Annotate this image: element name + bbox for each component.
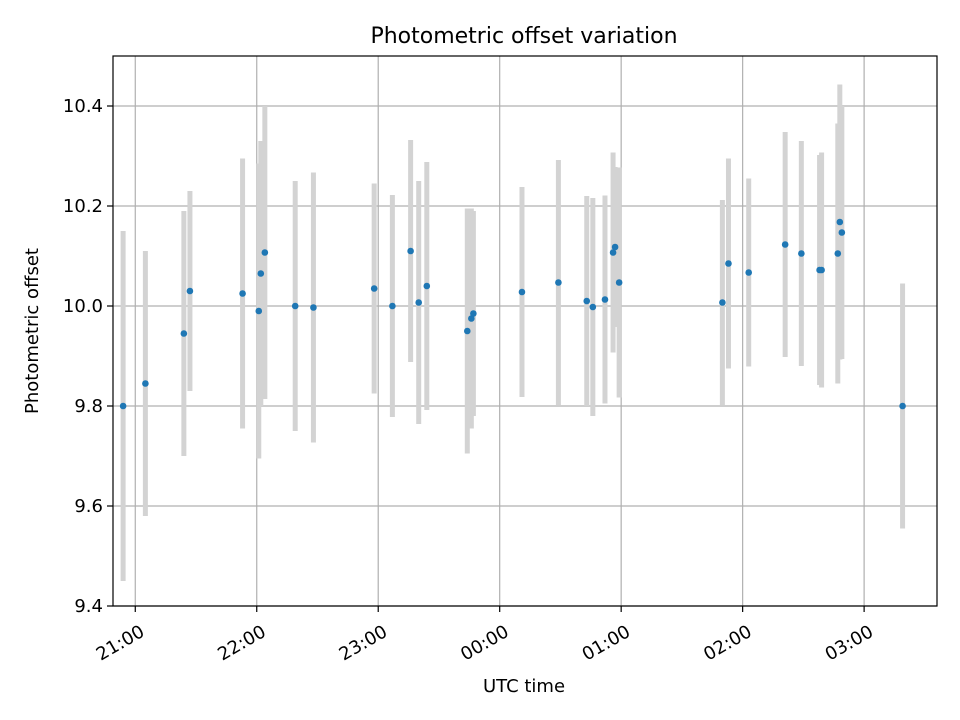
y-axis: 9.4 9.6 9.8 10.0 10.2 10.4 bbox=[63, 96, 113, 617]
data-point bbox=[370, 285, 378, 292]
data-point bbox=[589, 303, 597, 311]
data-point bbox=[719, 299, 726, 306]
data-point bbox=[470, 310, 477, 317]
x-axis-label: UTC time bbox=[483, 676, 565, 697]
data-point bbox=[463, 327, 471, 335]
data-points bbox=[119, 218, 906, 410]
data-point bbox=[389, 302, 396, 310]
data-point bbox=[555, 279, 562, 286]
data-point bbox=[255, 307, 263, 315]
data-point bbox=[142, 380, 149, 387]
data-point bbox=[836, 218, 844, 226]
y-tick-label: 10.2 bbox=[63, 196, 103, 217]
data-point bbox=[291, 302, 299, 310]
plot-frame bbox=[112, 55, 938, 607]
data-point bbox=[583, 297, 591, 305]
data-point bbox=[725, 260, 732, 267]
data-point bbox=[798, 250, 805, 257]
data-point bbox=[615, 279, 623, 286]
data-point bbox=[609, 249, 617, 256]
data-point bbox=[310, 304, 317, 311]
data-point bbox=[119, 402, 127, 410]
data-point bbox=[180, 330, 188, 337]
data-point bbox=[518, 288, 526, 296]
data-point bbox=[415, 299, 423, 306]
data-point bbox=[468, 315, 475, 322]
data-point bbox=[781, 241, 789, 248]
y-tick-label: 9.4 bbox=[74, 596, 103, 617]
data-point bbox=[745, 269, 753, 276]
data-point bbox=[818, 266, 825, 274]
data-point bbox=[899, 402, 906, 410]
y-tick-label: 9.8 bbox=[74, 396, 103, 417]
data-point bbox=[261, 249, 269, 256]
data-point bbox=[834, 250, 842, 257]
y-tick-label: 10.0 bbox=[63, 296, 103, 317]
data-point bbox=[239, 290, 246, 297]
chart-title: Photometric offset variation bbox=[370, 24, 677, 49]
data-point bbox=[257, 270, 265, 277]
data-point bbox=[838, 229, 846, 236]
data-point bbox=[611, 243, 619, 251]
y-axis-label: Photometric offset bbox=[22, 248, 43, 414]
y-tick-label: 10.4 bbox=[63, 96, 103, 117]
data-point bbox=[423, 282, 431, 290]
data-point bbox=[601, 296, 609, 303]
data-point bbox=[407, 247, 414, 255]
data-point bbox=[186, 287, 194, 295]
y-tick-label: 9.6 bbox=[74, 496, 103, 517]
